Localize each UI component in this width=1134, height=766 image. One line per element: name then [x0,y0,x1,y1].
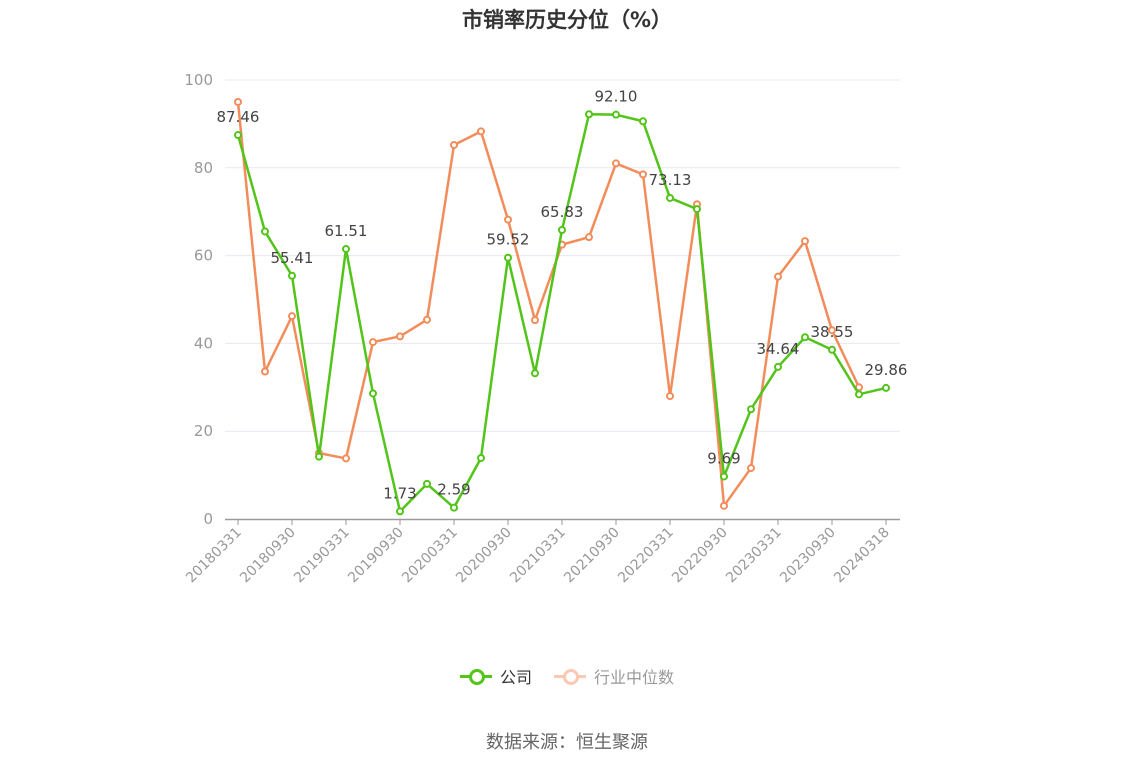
y-tick-label: 80 [194,159,213,177]
industry-median-point [612,159,620,168]
industry-median-point [720,501,728,510]
company-point [882,383,890,392]
x-tick-label: 20220930 [669,525,731,587]
industry-median-point [396,332,404,341]
industry-median-point [504,215,512,224]
x-tick-label: 20190331 [291,525,353,587]
industry-median-point [369,338,377,347]
company-data-label: 38.55 [811,323,854,341]
industry-median-point [531,316,539,325]
y-tick-label: 20 [194,422,213,440]
industry-median-point [288,312,296,321]
company-point [774,362,782,371]
data-labels: 87.46 55.41 61.51 1.73 2.59 59.52 65.83 92.10 73… [217,88,908,503]
company-point [801,333,809,342]
legend-industry-symbol [554,669,586,685]
industry-median-point [747,464,755,473]
x-tick-label: 20200930 [453,525,515,587]
x-tick-label: 20180930 [237,525,299,587]
company-data-label: 29.86 [865,361,908,379]
x-tick-label: 20230331 [723,525,785,587]
x-tick-label: 20210331 [507,525,569,587]
company-point [288,271,296,280]
company-data-label: 34.64 [757,340,800,358]
x-axis: 2018033120180930201903312019093020200331… [183,518,900,587]
company-point [666,193,674,202]
y-tick-label: 0 [203,510,213,528]
x-tick-label: 20240318 [831,525,893,587]
company-point [504,253,512,262]
company-data-label: 2.59 [437,481,470,499]
x-tick-label: 20180331 [183,525,245,587]
company-point [720,472,728,481]
company-data-label: 92.10 [595,88,638,106]
company-point [369,389,377,398]
company-point [693,205,701,214]
industry-median-point [477,127,485,136]
industry-median-point [342,454,350,463]
legend-company-label: 公司 [499,668,532,687]
company-point [612,110,620,119]
series-layer [234,97,890,516]
y-axis: 0 20 40 60 80 100 [184,71,213,528]
industry-median-point [801,237,809,246]
y-tick-label: 60 [194,247,213,265]
company-data-label: 65.83 [541,203,584,221]
company-point [639,117,647,126]
industry-median-point [585,233,593,242]
company-data-label: 73.13 [649,171,692,189]
company-point [531,369,539,378]
company-point [585,110,593,119]
industry-median-point [423,315,431,324]
company-point [450,503,458,512]
company-data-label: 87.46 [217,108,260,126]
industry-median-point [234,97,242,106]
source-note: 数据来源：恒生聚源 [486,732,648,753]
industry-median-point [639,170,647,179]
industry-median-point [828,326,836,335]
company-point [855,390,863,399]
industry-median-point [774,272,782,281]
industry-median-line [236,101,861,508]
legend-item-company[interactable]: 公司 [459,664,532,688]
legend-company-symbol [459,669,492,685]
company-point [747,405,755,414]
y-tick-label: 100 [184,71,213,89]
x-tick-label: 20220331 [615,525,677,587]
company-data-label: 59.52 [487,231,530,249]
company-line [236,112,887,513]
company-point [261,227,269,236]
industry-median-point [450,140,458,149]
grid-layer [225,79,900,432]
company-point [342,244,350,253]
company-point [396,507,404,516]
company-point [315,452,323,461]
company-point [828,345,836,354]
x-tick-label: 20190930 [345,525,407,587]
industry-median-point [261,367,269,376]
company-point [423,479,431,488]
company-data-label: 61.51 [325,222,368,240]
company-data-label: 9.69 [707,449,740,467]
chart-title: 市销率历史分位（%） [461,8,673,32]
y-tick-label: 40 [194,334,213,352]
legend-industry-label: 行业中位数 [594,668,675,687]
company-point [234,131,242,140]
industry-median-point [666,392,674,401]
x-tick-label: 20210930 [561,525,623,587]
legend-item-industry-median[interactable]: 行业中位数 [554,664,674,688]
legend: 公司 行业中位数 [0,664,1134,688]
company-point [558,226,566,235]
x-tick-label: 20200331 [399,525,461,587]
company-data-label: 55.41 [271,249,314,267]
x-tick-label: 20230930 [777,525,839,587]
company-point [477,453,485,462]
company-data-label: 1.73 [383,484,416,502]
